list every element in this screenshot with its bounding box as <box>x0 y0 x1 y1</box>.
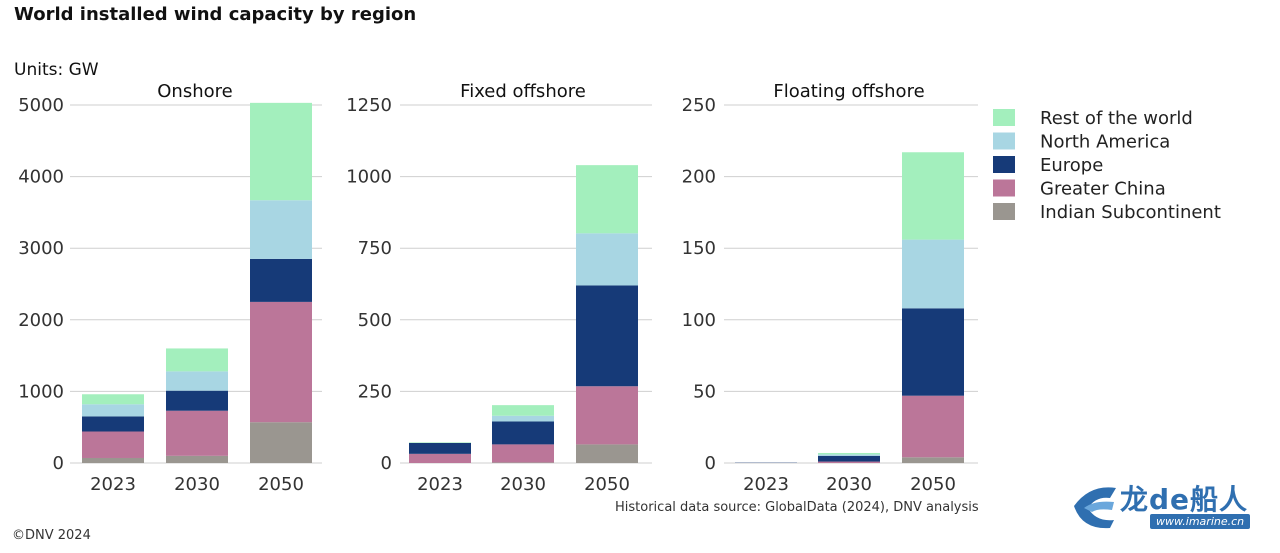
y-tick-label: 0 <box>381 453 392 474</box>
bar-segment-rest-of-the-world <box>818 452 880 455</box>
bar-segment-greater-china <box>82 431 144 458</box>
watermark-text: 龙de船人 <box>1120 483 1249 516</box>
panel-title: Onshore <box>157 81 232 102</box>
legend-label: Greater China <box>1040 179 1166 200</box>
y-tick-label: 50 <box>693 381 716 402</box>
watermark-logo-icon <box>1074 487 1116 529</box>
bar-segment-greater-china <box>576 386 638 445</box>
bar-segment-indian-subcontinent <box>576 444 638 463</box>
bar-segment-greater-china <box>818 461 880 463</box>
y-tick-label: 2000 <box>18 310 64 331</box>
bar-segment-greater-china <box>409 453 471 463</box>
x-tick-label: 2023 <box>90 474 136 495</box>
bar-segment-greater-china <box>250 301 312 423</box>
bar-segment-europe <box>576 285 638 387</box>
x-tick-label: 2050 <box>584 474 630 495</box>
bar-segment-indian-subcontinent <box>82 457 144 463</box>
bar-segment-rest-of-the-world <box>250 102 312 201</box>
legend-swatch <box>993 203 1015 220</box>
bar-segment-indian-subcontinent <box>492 462 554 463</box>
y-tick-label: 0 <box>53 453 64 474</box>
bar-segment-north-america <box>818 454 880 456</box>
bar-segment-north-america <box>250 200 312 259</box>
bar-segment-rest-of-the-world <box>166 348 228 372</box>
y-tick-label: 100 <box>682 310 716 331</box>
bar-segment-europe <box>492 421 554 445</box>
bar-segment-europe <box>409 442 471 454</box>
x-tick-label: 2030 <box>174 474 220 495</box>
x-tick-label: 2050 <box>910 474 956 495</box>
y-tick-label: 5000 <box>18 95 64 116</box>
bar-segment-north-america <box>576 233 638 286</box>
bar-segment-rest-of-the-world <box>492 405 554 416</box>
page-title: World installed wind capacity by region <box>14 4 417 25</box>
bar-segment-north-america <box>166 371 228 391</box>
y-tick-label: 250 <box>682 95 716 116</box>
bar-segment-rest-of-the-world <box>409 442 471 443</box>
bar-segment-indian-subcontinent <box>250 422 312 463</box>
watermark-subtext: www.imarine.cn <box>1150 514 1251 529</box>
y-tick-label: 0 <box>705 453 716 474</box>
x-tick-label: 2050 <box>258 474 304 495</box>
x-tick-label: 2030 <box>500 474 546 495</box>
units-label: Units: GW <box>14 60 99 80</box>
legend-swatch <box>993 179 1015 197</box>
bar-segment-greater-china <box>492 444 554 463</box>
y-tick-label: 4000 <box>18 167 64 188</box>
y-tick-label: 1250 <box>346 95 392 116</box>
legend-swatch <box>993 156 1015 173</box>
bar-segment-europe <box>166 390 228 411</box>
bar-segment-rest-of-the-world <box>576 165 638 234</box>
y-tick-label: 750 <box>358 238 392 259</box>
bar-segment-europe <box>250 258 312 302</box>
y-tick-label: 250 <box>358 381 392 402</box>
bar-segment-indian-subcontinent <box>166 455 228 463</box>
bar-segment-europe <box>818 455 880 462</box>
y-tick-label: 1000 <box>18 381 64 402</box>
data-source-note: Historical data source: GlobalData (2024… <box>615 500 979 515</box>
legend-swatch <box>993 109 1015 126</box>
panel-title: Floating offshore <box>773 81 924 102</box>
x-tick-label: 2023 <box>417 474 463 495</box>
copyright-note: ©DNV 2024 <box>12 528 91 543</box>
bar-segment-north-america <box>902 239 964 309</box>
panel-title: Fixed offshore <box>460 81 586 102</box>
bar-segment-north-america <box>82 404 144 417</box>
y-tick-label: 200 <box>682 167 716 188</box>
legend-label: Europe <box>1040 155 1103 176</box>
x-tick-label: 2023 <box>743 474 789 495</box>
bar-segment-indian-subcontinent <box>902 457 964 463</box>
bar-segment-greater-china <box>902 395 964 458</box>
bar-segment-rest-of-the-world <box>902 152 964 240</box>
legend-label: Rest of the world <box>1040 108 1193 129</box>
bar-segment-greater-china <box>166 410 228 456</box>
legend-label: North America <box>1040 132 1170 153</box>
bar-segment-north-america <box>492 415 554 422</box>
y-tick-label: 500 <box>358 310 392 331</box>
bar-segment-europe <box>902 308 964 396</box>
x-tick-label: 2030 <box>826 474 872 495</box>
y-tick-label: 1000 <box>346 167 392 188</box>
bar-segment-europe <box>82 416 144 432</box>
legend-swatch <box>993 132 1015 150</box>
bar-segment-rest-of-the-world <box>82 394 144 405</box>
y-tick-label: 150 <box>682 238 716 259</box>
legend-label: Indian Subcontinent <box>1040 202 1221 223</box>
y-tick-label: 3000 <box>18 238 64 259</box>
